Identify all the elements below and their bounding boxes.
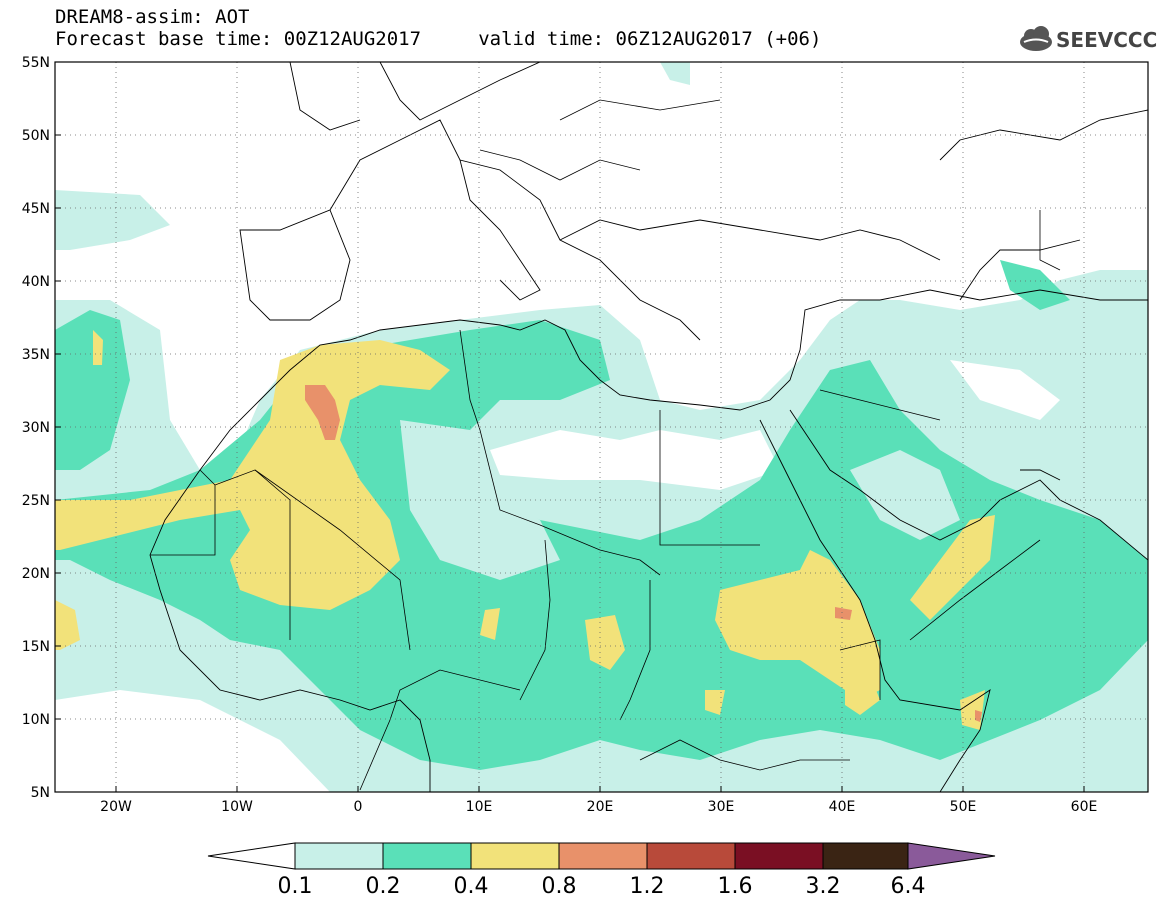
colorbar-segment [382,842,472,870]
lat-label: 55N [22,55,50,71]
lat-label: 15N [22,639,50,655]
colorbar-segment [470,842,560,870]
lon-label: 20W [100,799,132,815]
lat-label: 30N [22,420,50,436]
lon-label: 0 [354,799,363,815]
lon-label: 60E [1071,799,1098,815]
colorbar-segment [734,842,824,870]
cloud-icon [1020,26,1052,51]
colorbar-label: 0.1 [278,874,313,899]
lat-label: 50N [22,128,50,144]
lon-label: 10W [221,799,253,815]
colorbar-segment [646,842,736,870]
colorbar-label: 0.2 [366,874,401,899]
colorbar-label: 3.2 [806,874,841,899]
lon-label: 10E [466,799,493,815]
lon-label: 40E [829,799,856,815]
colorbar-label: 0.4 [454,874,489,899]
colorbar-segment [207,842,296,870]
gridlines [55,62,1148,792]
lat-label: 20N [22,566,50,582]
lat-label: 40N [22,274,50,290]
lat-label: 45N [22,201,50,217]
lon-label: 50E [950,799,977,815]
coastlines [149,62,1148,792]
colorbar-segment [558,842,648,870]
lat-label: 5N [31,785,50,801]
colorbar-segment [907,842,996,870]
lat-label: 35N [22,347,50,363]
country-borders [150,99,1061,791]
lon-label: 20E [587,799,614,815]
colorbar-label: 6.4 [891,874,926,899]
colorbar [207,842,996,870]
lat-label: 10N [22,712,50,728]
colorbar-label: 1.6 [718,874,753,899]
aot-field [55,62,1148,792]
map-title: DREAM8-assim: AOT [55,6,250,28]
colorbar-label: 0.8 [542,874,577,899]
forecast-time-subtitle: Forecast base time: 00Z12AUG2017 valid t… [55,28,822,50]
colorbar-segment [822,842,909,870]
logo-text: SEEVCCC [1056,28,1158,52]
lon-label: 30E [708,799,735,815]
lat-label: 25N [22,493,50,509]
colorbar-segment [294,842,384,870]
colorbar-label: 1.2 [630,874,665,899]
tick-marks [55,134,1085,792]
